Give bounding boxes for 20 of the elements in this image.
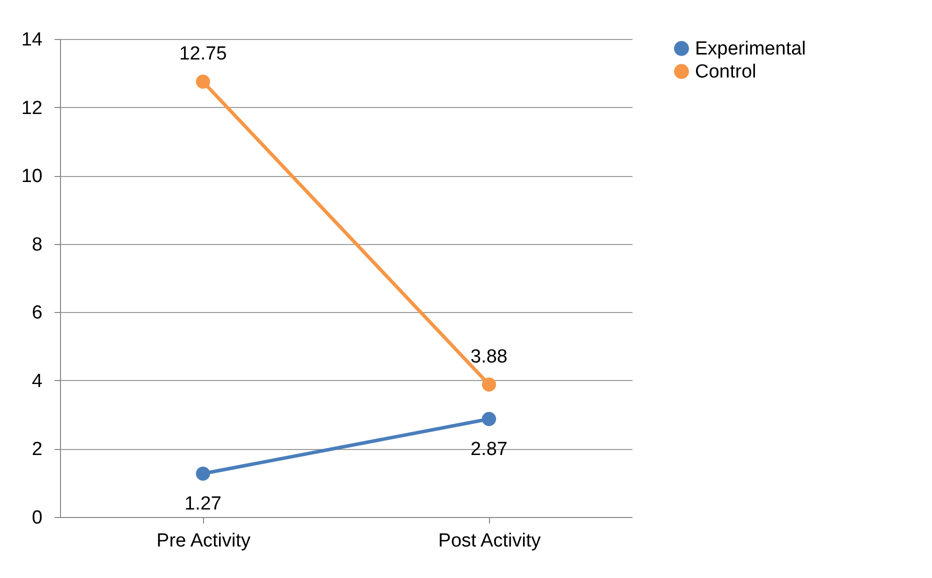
x-tick-label: Post Activity	[438, 530, 542, 552]
point	[482, 412, 496, 426]
point	[196, 466, 210, 481]
data-label: 2.87	[470, 439, 508, 460]
x-tick-label: Pre Activity	[156, 530, 251, 552]
y-tick-label: 10	[21, 166, 42, 188]
y-tick-label: 6	[32, 302, 42, 324]
legend-label: Experimental	[695, 38, 806, 60]
y-tick-label: 4	[32, 370, 43, 392]
y-tick-label: 2	[32, 439, 42, 460]
data-label: 1.27	[184, 494, 222, 515]
point	[196, 74, 210, 89]
y-tick-label: 8	[32, 234, 42, 256]
data-label: 3.88	[470, 346, 508, 368]
y-tick-label: 12	[21, 98, 42, 119]
legend-label: Control	[695, 62, 756, 82]
y-tick-label: 14	[21, 30, 43, 50]
y-tick-label: 0	[32, 508, 42, 528]
data-label: 12.75	[179, 44, 227, 65]
point	[482, 377, 496, 392]
